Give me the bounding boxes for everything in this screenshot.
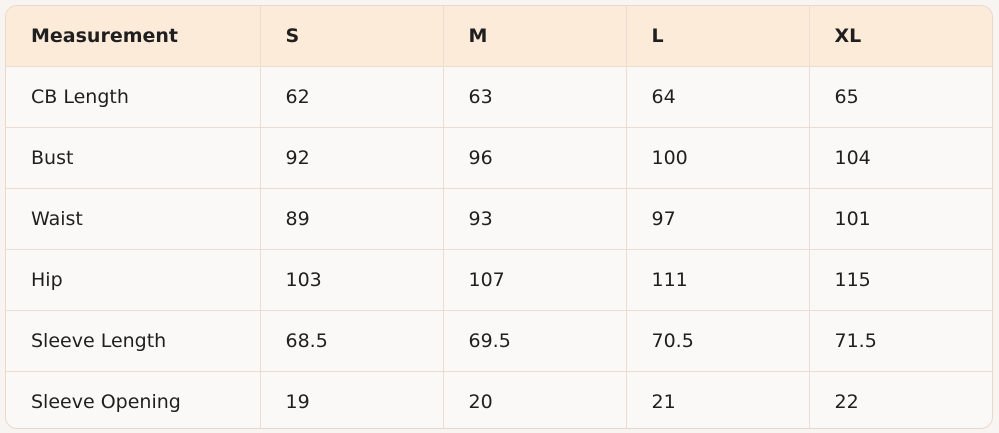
measurement-cell: Sleeve Opening — [6, 371, 261, 428]
table-body: CB Length 62 63 64 65 Bust 92 96 100 104 Waist 89 93… — [6, 66, 992, 428]
header-cell: XL — [808, 6, 992, 67]
value-cell: 100 — [625, 127, 810, 189]
table-row: Bust 92 96 100 104 — [6, 127, 992, 189]
measurement-cell: Bust — [6, 127, 261, 189]
value-cell: 70.5 — [625, 310, 810, 372]
value-cell: 71.5 — [808, 310, 992, 372]
value-cell: 64 — [625, 66, 810, 128]
value-cell: 97 — [625, 188, 810, 250]
value-cell: 92 — [259, 127, 444, 189]
measurement-cell: Hip — [6, 249, 261, 311]
value-cell: 68.5 — [259, 310, 444, 372]
value-cell: 104 — [808, 127, 992, 189]
measurement-cell: CB Length — [6, 66, 261, 128]
value-cell: 115 — [808, 249, 992, 311]
value-cell: 21 — [625, 371, 810, 428]
value-cell: 93 — [442, 188, 627, 250]
value-cell: 20 — [442, 371, 627, 428]
value-cell: 111 — [625, 249, 810, 311]
value-cell: 19 — [259, 371, 444, 428]
value-cell: 89 — [259, 188, 444, 250]
table-row: Waist 89 93 97 101 — [6, 188, 992, 250]
table-row: Sleeve Length 68.5 69.5 70.5 71.5 — [6, 310, 992, 372]
header-cell: S — [259, 6, 444, 67]
measurement-cell: Waist — [6, 188, 261, 250]
value-cell: 22 — [808, 371, 992, 428]
value-cell: 69.5 — [442, 310, 627, 372]
measurement-cell: Sleeve Length — [6, 310, 261, 372]
value-cell: 63 — [442, 66, 627, 128]
header-cell: Measurement — [6, 6, 261, 67]
header-cell: M — [442, 6, 627, 67]
value-cell: 65 — [808, 66, 992, 128]
value-cell: 96 — [442, 127, 627, 189]
header-cell: L — [625, 6, 810, 67]
table-row: Hip 103 107 111 115 — [6, 249, 992, 311]
table-row: CB Length 62 63 64 65 — [6, 66, 992, 128]
value-cell: 62 — [259, 66, 444, 128]
value-cell: 107 — [442, 249, 627, 311]
header-row: Measurement S M L XL — [6, 6, 992, 67]
value-cell: 101 — [808, 188, 992, 250]
size-table: Measurement S M L XL CB Length 62 63 64 65 Bust 92… — [6, 6, 992, 428]
value-cell: 103 — [259, 249, 444, 311]
table-row: Sleeve Opening 19 20 21 22 — [6, 371, 992, 428]
size-table-card: Measurement S M L XL CB Length 62 63 64 65 Bust 92… — [5, 5, 993, 429]
